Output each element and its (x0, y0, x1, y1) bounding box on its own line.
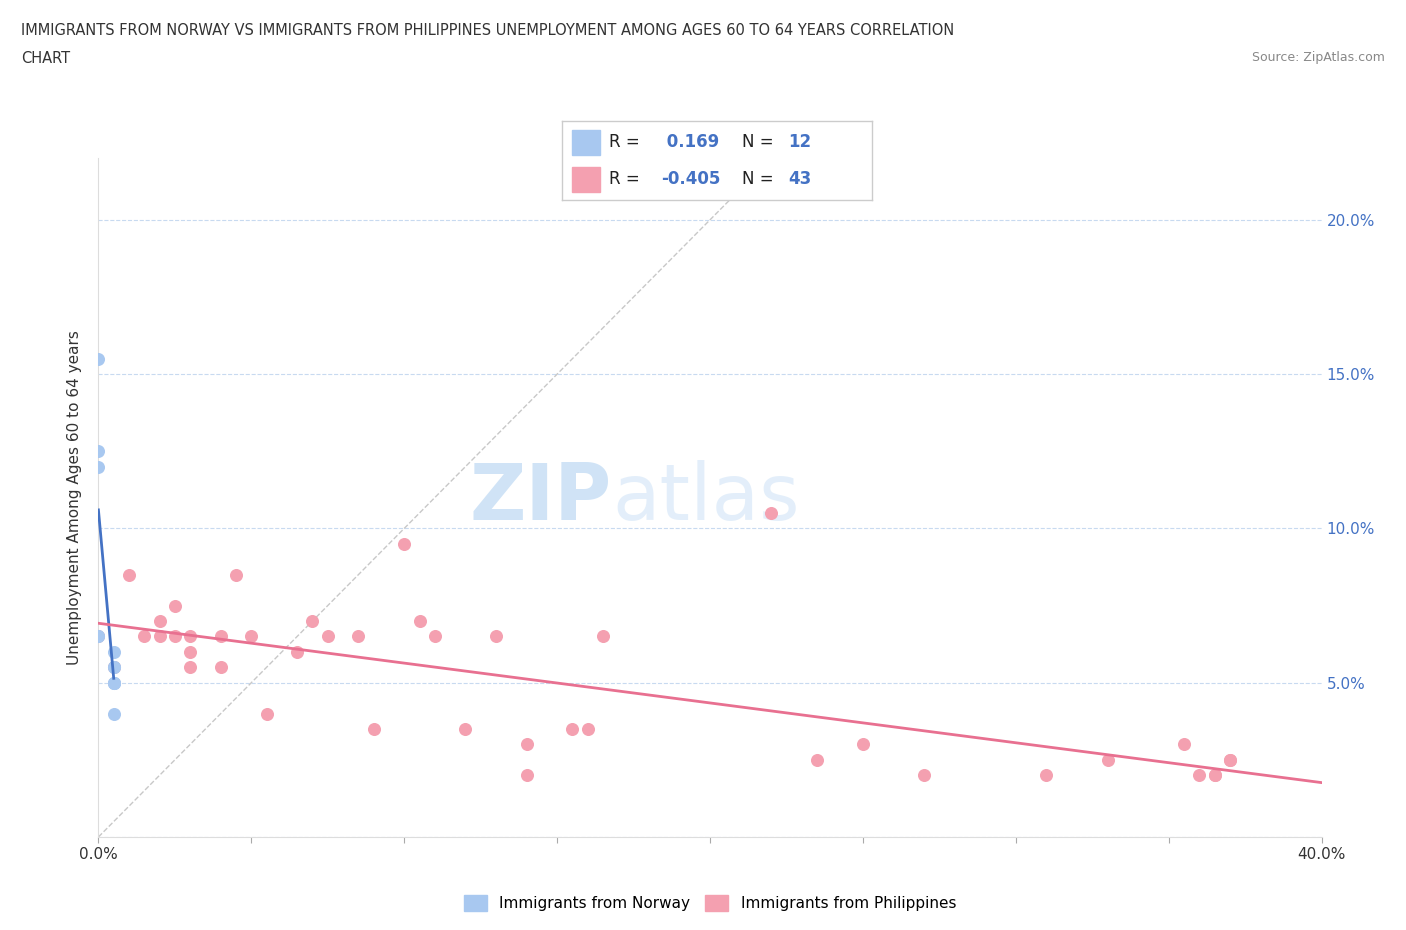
Point (103, 675, 125, 690)
Point (225, 567, 247, 582)
Point (256, 706, 278, 721)
Point (759, 506, 782, 521)
Point (516, 768, 538, 783)
Point (209, 660, 232, 675)
Point (1204, 768, 1226, 783)
Point (87, 629, 110, 644)
Legend: Immigrants from Norway, Immigrants from Philippines: Immigrants from Norway, Immigrants from … (464, 895, 956, 910)
Point (285, 644, 308, 659)
Bar (572, 166, 599, 193)
Point (118, 567, 141, 582)
Point (347, 629, 370, 644)
Point (149, 614, 172, 629)
Point (1188, 768, 1211, 783)
Point (163, 629, 186, 644)
Point (1035, 768, 1057, 783)
Point (87, 352, 110, 366)
Point (392, 537, 416, 551)
Text: 12: 12 (789, 133, 811, 152)
Point (1219, 752, 1241, 767)
Text: 0.169: 0.169 (661, 133, 720, 152)
Point (87, 629, 110, 644)
Y-axis label: Unemployment Among Ages 60 to 64 years: Unemployment Among Ages 60 to 64 years (67, 330, 83, 665)
Text: ZIP: ZIP (470, 459, 612, 536)
Point (103, 660, 125, 675)
Point (1219, 752, 1241, 767)
Point (103, 660, 125, 675)
Point (316, 629, 339, 644)
Point (485, 629, 508, 644)
Text: -0.405: -0.405 (661, 169, 721, 188)
Point (1204, 768, 1226, 783)
Point (209, 629, 232, 644)
Point (163, 598, 186, 613)
Point (1173, 737, 1195, 751)
Point (806, 752, 828, 767)
Point (179, 644, 201, 659)
Point (1097, 752, 1119, 767)
Point (301, 614, 323, 629)
Point (454, 722, 477, 737)
Point (103, 675, 125, 690)
Point (408, 614, 430, 629)
Point (87, 459, 110, 474)
Point (103, 706, 125, 721)
Point (363, 722, 385, 737)
Point (561, 722, 583, 737)
Point (240, 629, 263, 644)
Point (179, 629, 201, 644)
Text: R =: R = (609, 133, 645, 152)
Point (134, 629, 156, 644)
Point (103, 675, 125, 690)
Point (592, 629, 614, 644)
Text: N =: N = (742, 169, 779, 188)
Point (179, 660, 201, 675)
Text: CHART: CHART (21, 51, 70, 66)
Point (576, 722, 599, 737)
Text: N =: N = (742, 133, 779, 152)
Point (852, 737, 875, 751)
Point (87, 444, 110, 458)
Point (149, 629, 172, 644)
Text: Source: ZipAtlas.com: Source: ZipAtlas.com (1251, 51, 1385, 64)
Point (103, 644, 125, 659)
Text: atlas: atlas (612, 459, 800, 536)
Text: R =: R = (609, 169, 645, 188)
Bar (572, 129, 599, 155)
Point (423, 629, 446, 644)
Text: IMMIGRANTS FROM NORWAY VS IMMIGRANTS FROM PHILIPPINES UNEMPLOYMENT AMONG AGES 60: IMMIGRANTS FROM NORWAY VS IMMIGRANTS FRO… (21, 23, 955, 38)
Point (516, 737, 538, 751)
Point (87, 629, 110, 644)
Point (912, 768, 935, 783)
Text: 43: 43 (789, 169, 811, 188)
Point (103, 660, 125, 675)
